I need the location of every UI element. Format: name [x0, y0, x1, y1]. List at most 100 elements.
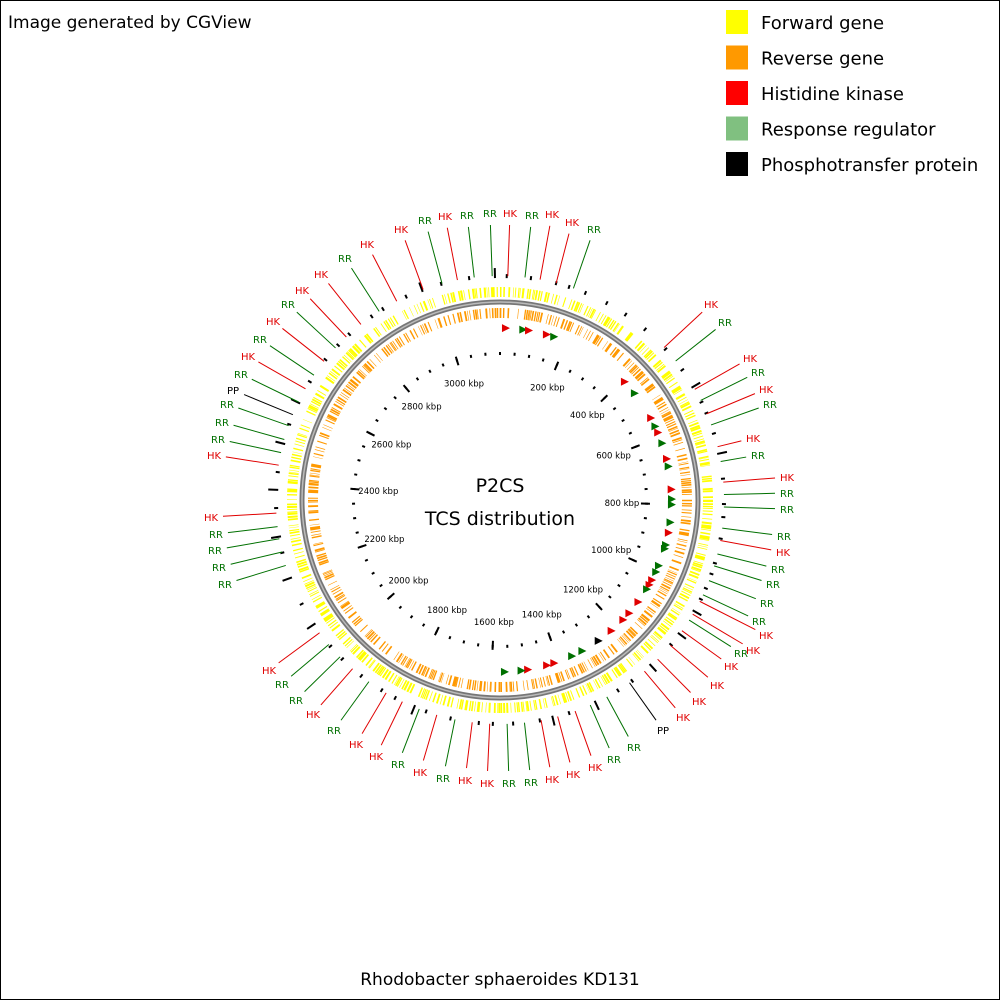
feature-label: RR [327, 726, 341, 737]
minor-tick [354, 473, 358, 476]
feature-marker [578, 646, 587, 655]
outer-mark [467, 276, 471, 281]
feature-line [351, 267, 380, 312]
outer-mark [280, 551, 285, 555]
outer-mark [379, 687, 384, 693]
outer-mark [347, 332, 352, 337]
legend-swatch [726, 152, 748, 176]
major-tick [402, 384, 411, 393]
minor-tick [534, 640, 538, 644]
feature-label: HK [776, 548, 791, 559]
feature-label: HK [262, 666, 277, 677]
minor-tick [448, 635, 452, 640]
feature-label: RR [607, 755, 621, 766]
feature-line [296, 311, 336, 349]
feature-label: RR [391, 760, 405, 771]
feature-label: RR [234, 370, 248, 381]
feature-label: HK [295, 286, 310, 297]
feature-line [304, 656, 341, 692]
feature-line [717, 440, 742, 448]
feature-label: HK [394, 225, 409, 236]
feature-label: HK [565, 218, 580, 229]
feature-label: HK [503, 209, 518, 220]
major-tick [357, 543, 367, 549]
minor-tick [421, 623, 426, 627]
feature-line [487, 723, 491, 772]
feature-line [722, 527, 773, 535]
feature-line [361, 692, 387, 734]
feature-line [427, 231, 443, 284]
outer-mark [393, 695, 398, 701]
footer-title: Rhodobacter sphaeroides KD131 [360, 970, 640, 990]
outer-mark [583, 290, 588, 296]
minor-tick [355, 531, 359, 534]
feature-label: RR [760, 599, 774, 610]
feature-line [422, 714, 438, 761]
outer-mark [529, 276, 533, 281]
minor-tick [469, 354, 473, 359]
minor-tick [625, 571, 629, 575]
outer-mark [567, 284, 571, 290]
feature-marker [667, 500, 676, 509]
feature-label: HK [266, 317, 281, 328]
feature-label: RR [275, 680, 289, 691]
feature-marker [630, 389, 639, 398]
feature-label: RR [763, 400, 777, 411]
outer-mark [410, 704, 417, 715]
minor-tick [592, 385, 596, 390]
feature-line [506, 723, 510, 772]
header-title: Image generated by CGView [8, 13, 252, 33]
feature-label: RR [436, 774, 450, 785]
feature-line [694, 363, 740, 390]
outer-mark [648, 663, 658, 673]
feature-line [713, 565, 762, 581]
feature-marker [643, 585, 652, 594]
feature-label: RR [766, 580, 780, 591]
outer-mark [275, 440, 286, 446]
feature-line [708, 580, 756, 600]
minor-tick [375, 418, 379, 423]
outer-mark [677, 632, 687, 640]
feature-line [589, 704, 610, 749]
feature-label: RR [281, 300, 295, 311]
major-tick [630, 444, 640, 450]
major-tick [434, 626, 440, 636]
feature-line [465, 722, 473, 769]
feature-line [236, 564, 286, 581]
major-tick [553, 361, 560, 371]
feature-label: RR [289, 696, 303, 707]
feature-label: HK [710, 681, 725, 692]
feature-line [688, 619, 732, 647]
feature-line [278, 632, 320, 664]
feature-label: RR [734, 649, 748, 660]
minor-tick [364, 558, 369, 562]
minor-tick [371, 571, 375, 575]
major-tick [366, 430, 375, 437]
feature-marker [625, 609, 634, 618]
feature-line [446, 227, 458, 281]
feature-label: HK [743, 354, 758, 365]
feature-marker [524, 665, 533, 674]
feature-label: HK [724, 662, 739, 673]
feature-line [269, 345, 315, 376]
tick-label: 1400 kbp [522, 611, 562, 621]
feature-label: HK [692, 697, 707, 708]
feature-label: HK [306, 710, 321, 721]
feature-line [663, 311, 703, 348]
feature-label: RR [338, 254, 352, 265]
map-title: P2CS [476, 475, 525, 497]
outer-mark [449, 716, 452, 721]
outer-mark [323, 357, 328, 362]
feature-label: HK [360, 240, 375, 251]
feature-label: HK [314, 270, 329, 281]
minor-tick [574, 623, 579, 627]
minor-tick [441, 363, 445, 367]
feature-line [539, 225, 551, 280]
feature-marker [542, 330, 551, 339]
major-tick [386, 592, 395, 601]
feature-label: HK [349, 740, 364, 751]
outer-mark [538, 718, 542, 723]
minor-tick [617, 583, 621, 588]
